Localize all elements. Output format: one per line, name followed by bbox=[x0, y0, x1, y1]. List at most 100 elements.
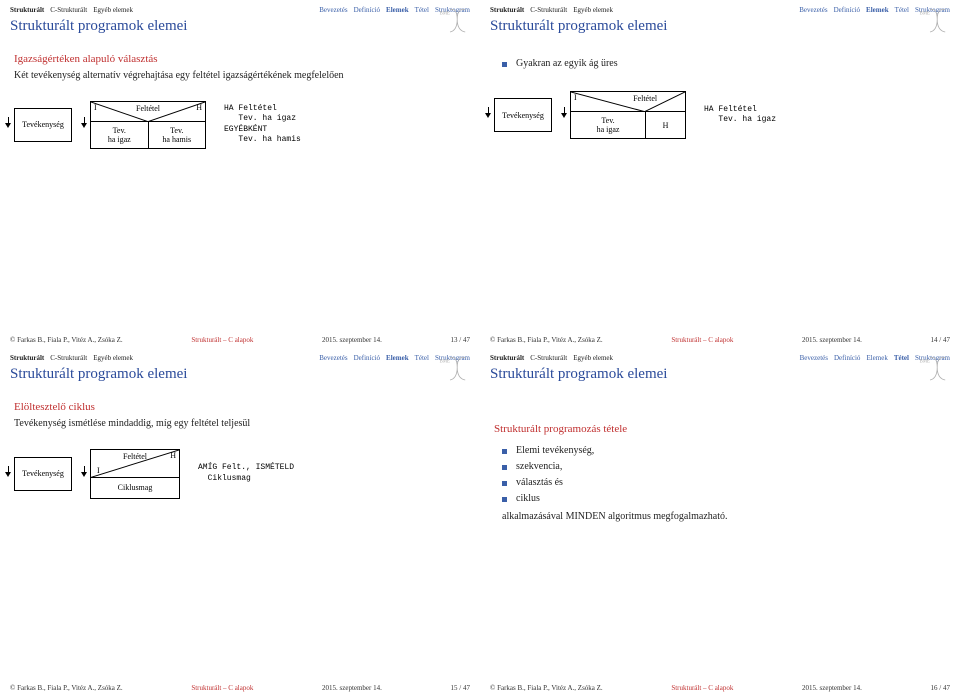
loop-condition: Feltétel bbox=[123, 452, 147, 461]
tab-nav: Strukturált C-Strukturált Egyéb elemek B… bbox=[490, 354, 950, 362]
nav-link[interactable]: Definíció bbox=[354, 354, 380, 362]
nav-link[interactable]: Bevezetés bbox=[800, 354, 828, 362]
nav-link[interactable]: Egyéb elemek bbox=[93, 354, 133, 362]
slide-footer: © Farkas B., Fiala P., Vitéz A., Zsóka Z… bbox=[10, 684, 470, 692]
triangle-divider-icon bbox=[571, 92, 685, 111]
nav-link[interactable]: Definíció bbox=[834, 354, 860, 362]
footer-authors: © Farkas B., Fiala P., Vitéz A., Zsóka Z… bbox=[490, 684, 603, 692]
nav-link[interactable]: Elemek bbox=[866, 6, 889, 14]
footer-date: 2015. szeptember 14. bbox=[802, 684, 862, 692]
empty-false-branch: H bbox=[646, 112, 685, 138]
nav-link[interactable]: Tétel bbox=[895, 6, 909, 14]
theorem-list: Elemi tevékenység, szekvencia, választás… bbox=[494, 445, 946, 504]
section-heading: Elöltesztelő ciklus bbox=[14, 401, 466, 413]
bullet-item: Elemi tevékenység, bbox=[502, 445, 946, 456]
arrow-icon bbox=[78, 125, 90, 126]
box-label: Tevékenység bbox=[494, 98, 552, 132]
footer-page: 14 / 47 bbox=[931, 336, 950, 344]
nav-link[interactable]: Bevezetés bbox=[799, 6, 827, 14]
slide-footer: © Farkas B., Fiala P., Vitéz A., Zsóka Z… bbox=[10, 336, 470, 344]
nav-link[interactable]: Strukturált bbox=[490, 6, 524, 14]
false-branch: Tev.ha hamis bbox=[149, 122, 206, 148]
svg-text:BME: BME bbox=[920, 11, 930, 16]
nav-link[interactable]: Strukturált bbox=[490, 354, 524, 362]
footer-authors: © Farkas B., Fiala P., Vitéz A., Zsóka Z… bbox=[10, 336, 123, 344]
bullet-item: választás és bbox=[502, 477, 946, 488]
pseudocode: HA Feltétel Tev. ha igaz EGYÉBKÉNT Tev. … bbox=[224, 104, 301, 146]
nav-link[interactable]: Elemek bbox=[866, 354, 887, 362]
bme-logo: BME bbox=[438, 354, 470, 382]
condition-body: Tev.ha igaz Tev.ha hamis bbox=[90, 121, 206, 149]
slide-content: Gyakran az egyik ág üres Tevékenység I F… bbox=[490, 45, 950, 147]
true-branch: Tev.ha igaz bbox=[91, 122, 149, 148]
loop-body: Ciklusmag bbox=[90, 477, 180, 499]
nav-link[interactable]: C-Strukturált bbox=[530, 354, 567, 362]
box-label: Tevékenység bbox=[14, 108, 72, 142]
bullet-item: ciklus bbox=[502, 493, 946, 504]
arrow-icon bbox=[78, 474, 90, 475]
true-label: I bbox=[574, 93, 577, 102]
section-heading: Strukturált programozás tétele bbox=[494, 423, 946, 435]
svg-text:BME: BME bbox=[440, 359, 450, 364]
footer-date: 2015. szeptember 14. bbox=[322, 684, 382, 692]
nav-link[interactable]: C-Strukturált bbox=[530, 6, 567, 14]
tab-nav: Strukturált C-Strukturált Egyéb elemek B… bbox=[490, 6, 950, 14]
nav-link[interactable]: Definíció bbox=[354, 6, 380, 14]
condition-label: Feltétel bbox=[633, 94, 657, 103]
tab-nav: Strukturált C-Strukturált Egyéb elemek B… bbox=[10, 6, 470, 14]
footer-page: 15 / 47 bbox=[451, 684, 470, 692]
true-label: I bbox=[94, 103, 97, 112]
footer-authors: © Farkas B., Fiala P., Vitéz A., Zsóka Z… bbox=[490, 336, 603, 344]
box-label: Tevékenység bbox=[14, 457, 72, 491]
slide-content: Elöltesztelő ciklus Tevékenység ismétlés… bbox=[10, 393, 470, 507]
nav-link[interactable]: Egyéb elemek bbox=[573, 6, 613, 14]
conditional-struktogram: I Feltétel Tev.ha igaz H bbox=[570, 91, 686, 139]
arrow-icon bbox=[2, 474, 14, 475]
nav-link[interactable]: Strukturált bbox=[10, 354, 44, 362]
diagram-row: Tevékenység I Feltétel H Tev.ha igaz Tev… bbox=[14, 101, 466, 149]
nav-link[interactable]: Tétel bbox=[415, 354, 429, 362]
slide-13: Strukturált C-Strukturált Egyéb elemek B… bbox=[0, 0, 480, 348]
arrow-icon bbox=[482, 115, 494, 116]
slide-14: Strukturált C-Strukturált Egyéb elemek B… bbox=[480, 0, 960, 348]
nav-link[interactable]: Egyéb elemek bbox=[573, 354, 613, 362]
nav-link[interactable]: Bevezetés bbox=[319, 6, 347, 14]
loop-exit-label: H bbox=[170, 451, 176, 460]
theorem-tail: alkalmazásával MINDEN algoritmus megfoga… bbox=[494, 510, 946, 524]
footer-page: 13 / 47 bbox=[451, 336, 470, 344]
false-label: H bbox=[196, 103, 202, 112]
nav-link[interactable]: Elemek bbox=[386, 6, 409, 14]
nav-link[interactable]: Egyéb elemek bbox=[93, 6, 133, 14]
footer-course: Strukturált – C alapok bbox=[191, 684, 253, 692]
pseudocode: HA Feltétel Tev. ha igaz bbox=[704, 105, 776, 126]
bullet-item: szekvencia, bbox=[502, 461, 946, 472]
conditional-struktogram: I Feltétel H Tev.ha igaz Tev.ha hamis bbox=[90, 101, 206, 149]
nav-link[interactable]: Bevezetés bbox=[319, 354, 347, 362]
condition-body: Tev.ha igaz H bbox=[570, 111, 686, 139]
arrow-icon bbox=[2, 125, 14, 126]
nav-link[interactable]: Strukturált bbox=[10, 6, 44, 14]
nav-link[interactable]: Definíció bbox=[834, 6, 860, 14]
nav-link[interactable]: Tétel bbox=[415, 6, 429, 14]
sequence-box: Tevékenység bbox=[14, 108, 72, 142]
slide-15: Strukturált C-Strukturált Egyéb elemek B… bbox=[0, 348, 480, 696]
nav-link[interactable]: Elemek bbox=[386, 354, 409, 362]
pseudocode: AMÍG Felt., ISMÉTELD Ciklusmag bbox=[198, 463, 294, 484]
slide-content: Igazságértéken alapuló választás Két tev… bbox=[10, 45, 470, 157]
tab-nav: Strukturált C-Strukturált Egyéb elemek B… bbox=[10, 354, 470, 362]
section-heading: Igazságértéken alapuló választás bbox=[14, 53, 466, 65]
footer-course: Strukturált – C alapok bbox=[191, 336, 253, 344]
condition-header: I Feltétel H bbox=[90, 101, 206, 121]
loop-header: Feltétel H I bbox=[90, 449, 180, 477]
footer-course: Strukturált – C alapok bbox=[671, 336, 733, 344]
footer-authors: © Farkas B., Fiala P., Vitéz A., Zsóka Z… bbox=[10, 684, 123, 692]
footer-date: 2015. szeptember 14. bbox=[802, 336, 862, 344]
svg-text:BME: BME bbox=[920, 359, 930, 364]
logo-text-icon: BME bbox=[440, 11, 450, 16]
sequence-box: Tevékenység bbox=[14, 457, 72, 491]
section-desc: Tevékenység ismétlése mindaddig, míg egy… bbox=[14, 417, 466, 431]
nav-link[interactable]: Tétel bbox=[894, 354, 909, 362]
slide-footer: © Farkas B., Fiala P., Vitéz A., Zsóka Z… bbox=[490, 684, 950, 692]
nav-link[interactable]: C-Strukturált bbox=[50, 6, 87, 14]
nav-link[interactable]: C-Strukturált bbox=[50, 354, 87, 362]
